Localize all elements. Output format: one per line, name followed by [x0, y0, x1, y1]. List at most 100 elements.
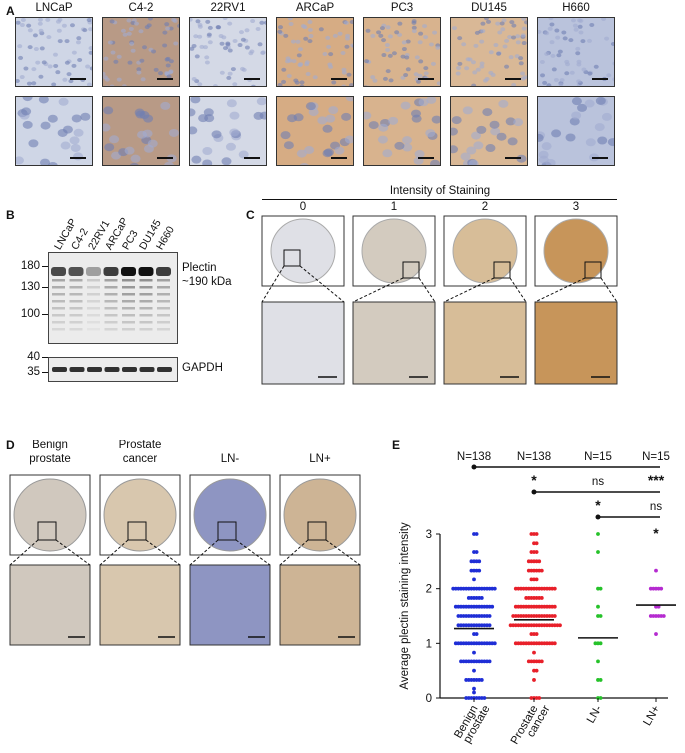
zoom-box [402, 261, 420, 279]
data-point [474, 586, 479, 591]
data-point [598, 678, 603, 682]
data-point [479, 678, 484, 682]
data-point [513, 586, 518, 591]
zoom-box [584, 261, 602, 279]
ihc-tile-high-mag [363, 96, 441, 166]
scale-bar [418, 157, 434, 159]
data-point [482, 659, 487, 664]
data-point [464, 623, 469, 628]
degradation-band [104, 300, 118, 303]
degradation-band [69, 314, 83, 317]
data-point [534, 559, 539, 564]
data-point [596, 550, 600, 554]
tissue-core [283, 478, 357, 552]
data-point [464, 696, 469, 700]
data-point [482, 641, 487, 646]
n-label: N=15 [642, 451, 670, 463]
data-point [456, 586, 461, 591]
data-point [529, 568, 534, 573]
scale-bar [70, 157, 86, 159]
degradation-band [52, 300, 65, 303]
ihc-tile-low-mag [102, 17, 180, 87]
data-point [534, 541, 539, 546]
tma-zoom-tile [261, 301, 345, 385]
cell-line-label: ARCaP [295, 2, 335, 14]
data-point [526, 586, 531, 591]
data-point [593, 641, 598, 646]
tissue-zoom-tile [9, 564, 91, 646]
data-point [466, 678, 471, 682]
data-point [524, 641, 529, 646]
scale-bar [70, 78, 86, 80]
data-point [477, 614, 482, 618]
data-point [477, 641, 482, 646]
data-point [485, 659, 489, 664]
tissue-zoom-tile [99, 564, 181, 646]
data-point [469, 614, 474, 618]
data-point [537, 614, 542, 618]
degradation-band [157, 300, 170, 303]
data-point [479, 641, 484, 646]
degradation-band [122, 286, 135, 289]
degradation-band [87, 307, 100, 310]
cell-line-label: H660 [562, 2, 590, 14]
tma-zoom-tile [443, 301, 527, 385]
zoom-box [307, 521, 327, 541]
data-point [508, 623, 513, 628]
data-point [479, 659, 484, 664]
data-point [534, 614, 539, 618]
data-point [534, 532, 539, 536]
degradation-band [139, 314, 153, 317]
zoom-box [493, 261, 511, 279]
tissue-core [13, 478, 87, 552]
data-point [461, 614, 466, 618]
y-tick-label: 0 [426, 693, 432, 705]
data-point [539, 596, 544, 600]
data-point [529, 586, 534, 591]
degradation-band [52, 279, 65, 282]
data-point [474, 532, 479, 536]
data-point [529, 532, 534, 536]
data-point [477, 696, 482, 700]
degradation-band [104, 307, 118, 310]
data-point [472, 604, 476, 609]
data-point [550, 604, 555, 609]
data-point [466, 596, 471, 600]
data-point [513, 604, 518, 609]
data-point [552, 641, 557, 646]
cell-line-label: PC3 [390, 2, 414, 14]
data-point [474, 596, 479, 600]
degradation-band [52, 321, 65, 324]
data-point [466, 604, 471, 609]
plectin-band [103, 267, 119, 276]
data-point [521, 614, 526, 618]
data-point [485, 604, 489, 609]
data-point [534, 550, 539, 554]
data-point [469, 586, 474, 591]
data-point [532, 641, 536, 646]
data-point [659, 614, 664, 618]
data-point [472, 641, 476, 646]
data-point [459, 604, 463, 609]
degradation-band [122, 314, 135, 317]
data-point [529, 559, 534, 564]
data-point [532, 614, 536, 618]
data-point [516, 641, 521, 646]
gapdh-blot [48, 357, 178, 382]
degradation-band [122, 300, 135, 303]
data-point [537, 568, 542, 573]
degradation-band [69, 321, 83, 324]
data-point [526, 596, 531, 600]
tissue-group-label: cancer [123, 453, 158, 465]
data-point [461, 586, 466, 591]
degradation-band [122, 328, 135, 331]
degradation-band [69, 279, 83, 282]
data-point [529, 596, 534, 600]
data-point [529, 577, 534, 582]
zoom-connector [261, 265, 285, 303]
scale-bar [331, 157, 347, 159]
data-point [511, 623, 516, 628]
degradation-band [157, 293, 170, 296]
data-point [532, 668, 536, 673]
degradation-band [69, 293, 83, 296]
